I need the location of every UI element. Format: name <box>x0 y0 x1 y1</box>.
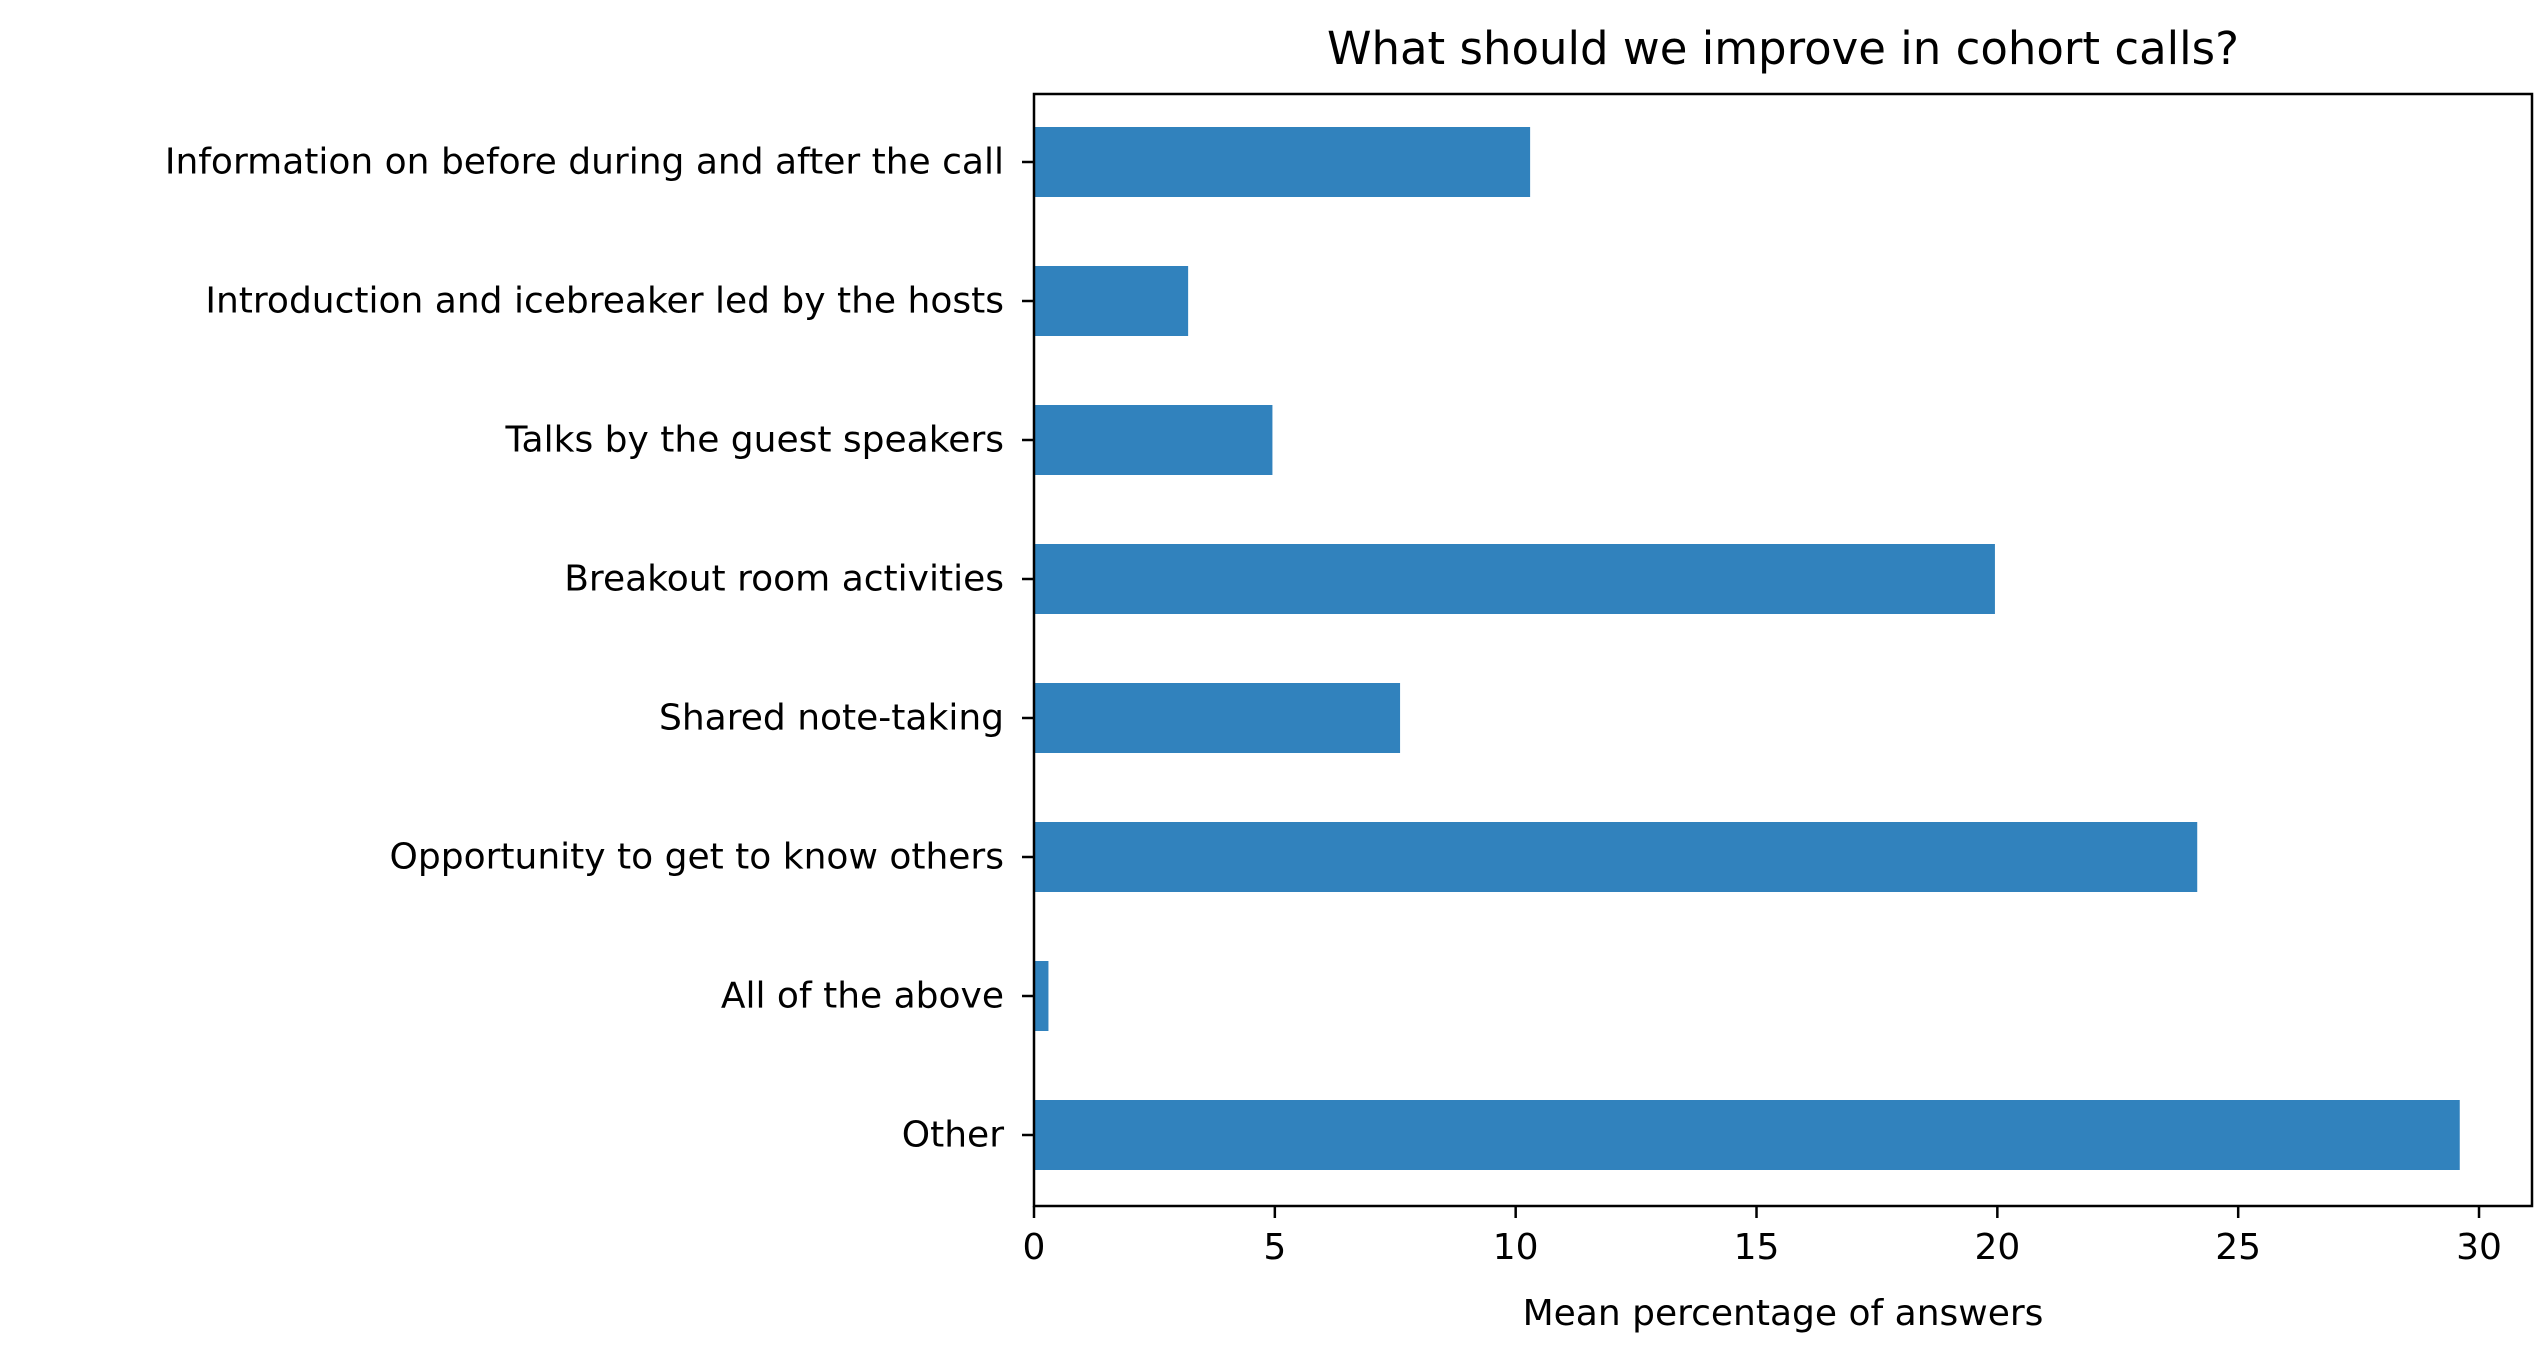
y-tick-label: Introduction and icebreaker led by the h… <box>205 281 1004 322</box>
x-tick-label: 5 <box>1263 1227 1286 1268</box>
y-axis-ticks: Information on before during and after t… <box>165 142 1034 1156</box>
y-tick-label: Shared note-taking <box>659 698 1004 739</box>
bar <box>1034 127 1531 197</box>
x-tick-label: 15 <box>1734 1227 1780 1268</box>
bar <box>1034 266 1189 336</box>
bar <box>1034 961 1049 1031</box>
bar <box>1034 683 1401 753</box>
bar <box>1034 1100 2460 1170</box>
bar <box>1034 405 1273 475</box>
plot-frame <box>1032 92 2534 1208</box>
y-tick-label: Opportunity to get to know others <box>390 837 1004 878</box>
x-tick-label: 20 <box>1974 1227 2020 1268</box>
x-axis-label: Mean percentage of answers <box>1523 1293 2044 1334</box>
x-tick-label: 25 <box>2215 1227 2261 1268</box>
x-tick-label: 30 <box>2456 1227 2502 1268</box>
bar <box>1034 544 1995 614</box>
bars-group <box>1034 127 2460 1170</box>
y-tick-label: Breakout room activities <box>564 559 1004 600</box>
y-tick-label: Talks by the guest speakers <box>505 420 1004 461</box>
y-tick-label: Information on before during and after t… <box>165 142 1004 183</box>
chart-title: What should we improve in cohort calls? <box>1327 22 2239 75</box>
x-tick-label: 10 <box>1493 1227 1539 1268</box>
bar <box>1034 822 2198 892</box>
y-tick-label: All of the above <box>721 976 1004 1017</box>
x-axis-ticks: 0 5 10 15 20 25 30 <box>1023 1206 2502 1268</box>
y-tick-label: Other <box>902 1115 1004 1156</box>
x-tick-label: 0 <box>1023 1227 1046 1268</box>
